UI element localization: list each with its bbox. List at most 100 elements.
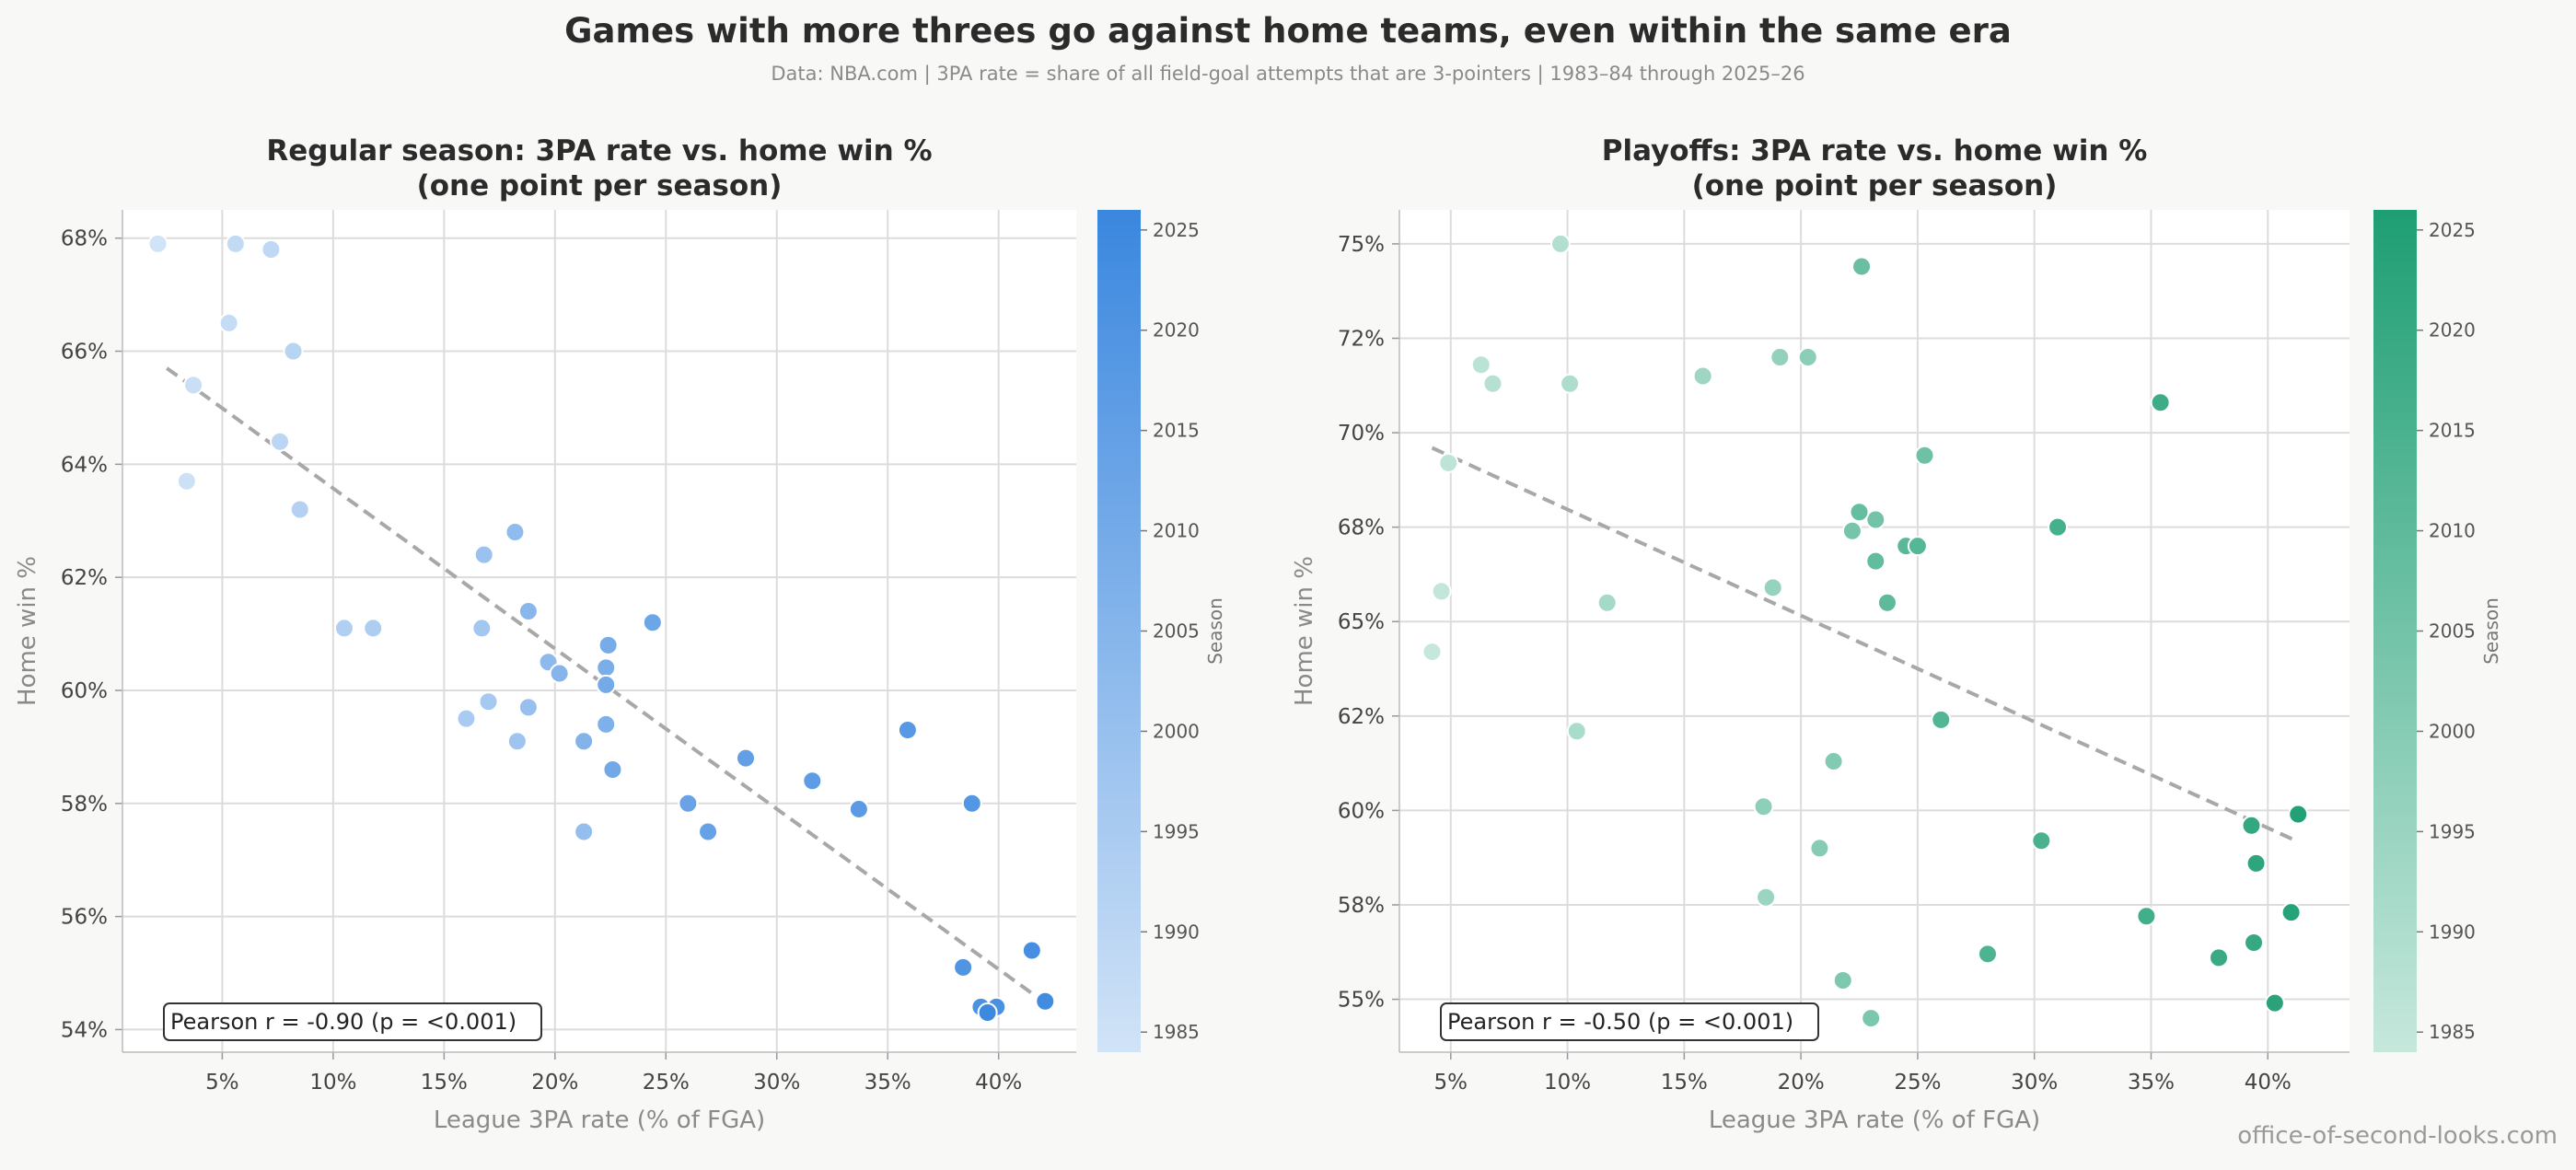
regular-season-panel: Regular season: 3PA rate vs. home win %(…: [14, 134, 1226, 1134]
season-point: [848, 798, 869, 819]
season-point: [598, 634, 619, 655]
season-point: [1035, 990, 1056, 1012]
season-point: [2241, 815, 2262, 836]
colorbar-tick-label: 2005: [2429, 620, 2476, 643]
x-axis-label: League 3PA rate (% of FGA): [1709, 1106, 2040, 1134]
y-tick-label: 55%: [1338, 989, 1385, 1013]
x-tick-label: 40%: [2245, 1071, 2292, 1095]
season-point: [505, 522, 526, 543]
y-tick-label: 60%: [1338, 799, 1385, 823]
season-point: [1914, 445, 1935, 466]
colorbar-label: Season: [2480, 597, 2502, 665]
x-tick-label: 10%: [1544, 1071, 1591, 1095]
colorbar-tick-label: 2025: [1153, 219, 1200, 241]
season-point: [2209, 947, 2230, 968]
pearson-annotation-box: [1440, 1002, 1819, 1041]
season-point: [2264, 992, 2285, 1014]
season-point: [147, 233, 168, 254]
x-tick-label: 5%: [205, 1071, 239, 1095]
season-point: [1907, 536, 1928, 557]
season-point: [1431, 581, 1452, 602]
season-point: [596, 674, 617, 695]
season-point: [473, 544, 494, 565]
panel-subtitle: (one point per season): [1692, 169, 2058, 203]
season-point: [1861, 1008, 1882, 1029]
x-tick-label: 15%: [421, 1071, 468, 1095]
season-point: [478, 691, 499, 712]
colorbar-tick-label: 2005: [1153, 620, 1200, 643]
season-point: [2244, 933, 2265, 954]
season-point: [289, 499, 310, 520]
season-point: [1832, 970, 1853, 991]
season-point: [596, 713, 617, 735]
season-point: [2280, 902, 2302, 923]
colorbar-tick-label: 1990: [2429, 921, 2476, 943]
season-point: [1823, 751, 1844, 772]
colorbar: [2373, 210, 2417, 1052]
season-point: [1770, 347, 1791, 368]
panel-subtitle: (one point per season): [417, 169, 783, 203]
y-tick-label: 54%: [61, 1018, 108, 1042]
colorbar-tick-label: 1985: [2429, 1021, 2476, 1043]
season-point: [1549, 233, 1571, 254]
season-point: [1566, 721, 1587, 742]
season-point: [736, 747, 757, 769]
season-point: [2150, 392, 2171, 413]
season-point: [2031, 830, 2052, 851]
season-point: [1560, 373, 1581, 394]
season-point: [1797, 347, 1818, 368]
colorbar-tick-label: 2000: [1153, 720, 1200, 742]
season-point: [1438, 452, 1459, 473]
x-tick-label: 25%: [643, 1071, 690, 1095]
season-point: [517, 697, 539, 718]
season-point: [1756, 886, 1777, 908]
colorbar-tick-label: 1995: [2429, 820, 2476, 842]
colorbar-tick-label: 1990: [1153, 921, 1200, 943]
y-tick-label: 58%: [61, 793, 108, 817]
season-point: [1692, 365, 1713, 387]
y-tick-label: 62%: [1338, 705, 1385, 729]
plot-area: [1399, 210, 2350, 1052]
season-point: [1809, 838, 1830, 859]
season-point: [574, 731, 595, 752]
season-point: [283, 341, 304, 362]
season-point: [1596, 592, 1618, 613]
season-point: [1841, 520, 1862, 541]
season-point: [2136, 906, 2157, 927]
x-tick-label: 10%: [309, 1071, 356, 1095]
season-point: [1851, 256, 1873, 277]
pearson-annotation-box: [163, 1002, 542, 1041]
x-tick-label: 5%: [1434, 1071, 1468, 1095]
pearson-annotation: Pearson r = -0.50 (p = <0.001): [1447, 1009, 1793, 1035]
season-point: [1849, 502, 1870, 523]
y-tick-label: 65%: [1338, 610, 1385, 634]
colorbar-tick-label: 2010: [2429, 520, 2476, 542]
season-point: [225, 233, 246, 254]
season-point: [1753, 796, 1774, 817]
season-point: [897, 719, 918, 740]
y-axis-label: Home win %: [14, 556, 41, 706]
season-point: [977, 1002, 998, 1024]
season-point: [802, 770, 823, 792]
season-point: [176, 470, 197, 492]
season-point: [1421, 642, 1443, 663]
y-axis-label: Home win %: [1291, 556, 1318, 706]
season-point: [1977, 944, 1998, 965]
colorbar-tick-label: 2000: [2429, 720, 2476, 742]
y-tick-label: 68%: [61, 227, 108, 251]
x-tick-label: 20%: [1778, 1071, 1825, 1095]
plot-area: [122, 210, 1076, 1052]
colorbar-tick-label: 2015: [2429, 420, 2476, 442]
colorbar-tick-label: 2025: [2429, 219, 2476, 241]
season-point: [183, 375, 204, 396]
colorbar-label: Season: [1204, 597, 1226, 665]
colorbar-tick-label: 2020: [1153, 319, 1200, 342]
season-point: [261, 238, 282, 260]
season-point: [1931, 709, 1952, 730]
x-tick-label: 35%: [864, 1071, 911, 1095]
season-point: [1865, 550, 1886, 572]
playoffs-panel: Playoffs: 3PA rate vs. home win %(one po…: [1291, 134, 2502, 1134]
season-point: [363, 618, 384, 639]
trend-line: [166, 366, 1045, 1003]
x-tick-label: 40%: [975, 1071, 1022, 1095]
